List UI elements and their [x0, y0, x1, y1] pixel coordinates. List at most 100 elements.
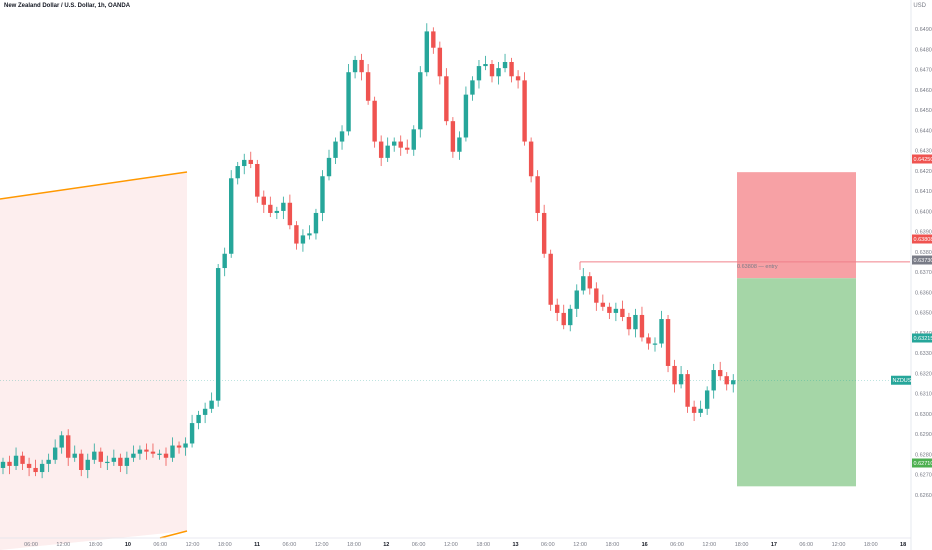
y-tick-label: 0.63800: [915, 250, 932, 256]
candle-body: [327, 158, 331, 176]
candle-body: [372, 101, 376, 142]
x-tick-label: 18:00: [864, 542, 878, 548]
candle: [236, 162, 240, 184]
candle: [209, 392, 213, 412]
candle: [451, 117, 455, 158]
price-badge-label: 0.64250: [914, 157, 932, 163]
candle-body: [320, 176, 324, 213]
candle: [340, 125, 344, 149]
y-tick-label: 0.64700: [915, 68, 932, 74]
candle-body: [588, 276, 592, 288]
candle: [425, 23, 429, 76]
x-tick-label: 12:00: [56, 542, 70, 548]
x-tick-label: 12:00: [573, 542, 587, 548]
x-tick-label: 11: [254, 542, 260, 548]
candle-body: [209, 401, 213, 409]
candle: [372, 97, 376, 148]
candle-body: [92, 452, 96, 460]
candle: [262, 191, 266, 213]
candle: [444, 68, 448, 125]
candle-body: [685, 374, 689, 407]
y-tick-label: 0.63500: [915, 311, 932, 317]
candle-body: [40, 464, 44, 472]
candle-body: [1, 462, 5, 468]
candle: [718, 362, 722, 380]
y-tick-label: 0.64900: [915, 27, 932, 33]
price-badge-label: 0.63808: [914, 237, 932, 243]
x-tick-label: 12:00: [832, 542, 846, 548]
candle: [679, 366, 683, 388]
y-tick-label: 0.64100: [915, 189, 932, 195]
candle-body: [190, 423, 194, 443]
candle-body: [601, 303, 605, 307]
candle-body: [170, 446, 174, 458]
candle: [294, 221, 298, 250]
candle-body: [627, 317, 631, 329]
candle: [464, 86, 468, 141]
candle: [431, 27, 435, 54]
candle: [653, 337, 657, 351]
candle-body: [581, 276, 585, 290]
x-tick-label: 18:00: [606, 542, 620, 548]
x-tick-label: 12:00: [702, 542, 716, 548]
candle-body: [151, 452, 155, 454]
x-tick-label: 12:00: [186, 542, 200, 548]
channel-fill: [0, 172, 187, 550]
x-tick-label: 18: [900, 542, 906, 548]
candle-body: [477, 66, 481, 80]
candle-body: [392, 142, 396, 146]
candle-body: [425, 31, 429, 72]
y-tick-label: 0.64600: [915, 88, 932, 94]
candle-body: [73, 454, 77, 458]
candle: [320, 170, 324, 221]
candle-body: [535, 176, 539, 213]
candle-body: [542, 213, 546, 254]
candle-body: [725, 376, 729, 384]
candle-body: [14, 456, 18, 466]
y-tick-label: 0.62900: [915, 432, 932, 438]
candle: [522, 72, 526, 145]
candle: [196, 411, 200, 429]
candle-body: [216, 268, 220, 401]
candle: [405, 140, 409, 154]
candle: [412, 125, 416, 156]
candle: [301, 229, 305, 251]
candle: [535, 170, 539, 221]
candle: [392, 137, 396, 151]
candle-body: [711, 370, 715, 390]
candle: [418, 66, 422, 137]
candle-body: [562, 313, 566, 325]
candle: [601, 295, 605, 311]
candle-body: [633, 315, 637, 329]
y-tick-label: 0.63200: [915, 371, 932, 377]
x-tick-label: 18:00: [735, 542, 749, 548]
y-tick-label: 0.64500: [915, 108, 932, 114]
candle-body: [529, 142, 533, 177]
x-tick-label: 18:00: [476, 542, 490, 548]
candle-body: [516, 76, 520, 80]
x-tick-label: 18:00: [347, 542, 361, 548]
candle-body: [412, 129, 416, 149]
candle: [379, 135, 383, 166]
y-tick-label: 0.63000: [915, 412, 932, 418]
candle: [646, 333, 650, 349]
candle-body: [164, 454, 168, 458]
candle-body: [183, 443, 187, 447]
candle-body: [646, 337, 650, 343]
x-tick-label: 16: [642, 542, 648, 548]
candle-body: [418, 72, 422, 129]
candle-body: [444, 76, 448, 121]
candle-body: [346, 72, 350, 131]
candle-body: [509, 62, 513, 76]
candle: [731, 374, 735, 392]
candle-body: [138, 450, 142, 454]
candle-body: [490, 64, 494, 76]
y-tick-label: 0.63300: [915, 351, 932, 357]
x-tick-label: 12:00: [444, 542, 458, 548]
candle-body: [288, 203, 292, 225]
candle: [281, 197, 285, 219]
